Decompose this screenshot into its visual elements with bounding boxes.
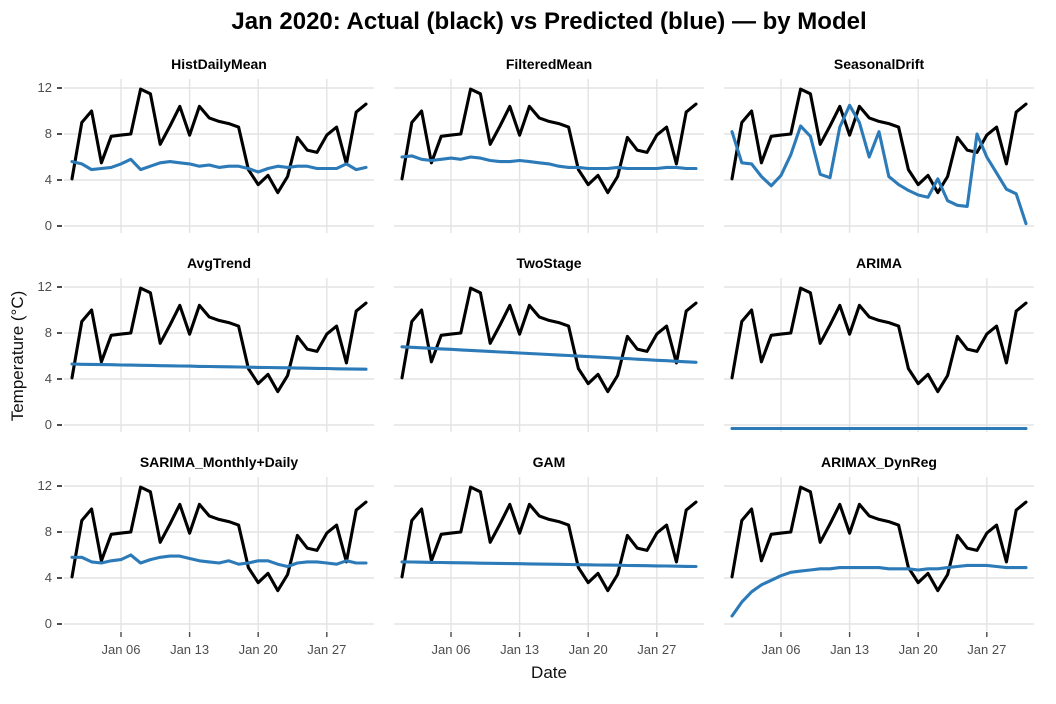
facet-chart <box>64 79 374 233</box>
facet-title: HistDailyMean <box>171 56 267 72</box>
x-axis-cell: Jan 06 Jan 13 Jan 20 Jan 27 <box>724 642 1034 660</box>
chart-title: Jan 2020: Actual (black) vs Predicted (b… <box>231 8 867 35</box>
x-axis-title: Date <box>531 663 567 682</box>
y-tick-mark <box>57 332 62 334</box>
facet-panel: ARIMA <box>724 255 1034 441</box>
y-tick-label: 8 <box>44 524 52 539</box>
facet-title: ARIMAX_DynReg <box>821 454 937 470</box>
facet-panel: GAM <box>394 454 704 640</box>
actual-line <box>70 87 368 195</box>
x-tick-label: Jan 06 <box>101 642 141 657</box>
y-tick-label: 8 <box>44 325 52 340</box>
facet-chart <box>64 477 374 637</box>
facet-row: 12 8 4 0 AvgTrend TwoStage ARIMA <box>20 255 1034 441</box>
x-axis-cell: Jan 06 Jan 13 Jan 20 Jan 27 <box>64 642 374 660</box>
y-tick-label: 8 <box>44 126 52 141</box>
facet-chart <box>394 79 704 233</box>
x-axis: Jan 06 Jan 13 Jan 20 Jan 27 Jan 06 Jan 13 Jan … <box>64 642 1034 660</box>
facet-row: 12 8 4 0 SARIMA_Monthly+Daily GAM ARIMAX_DynRe… <box>20 454 1034 640</box>
actual-line <box>70 485 368 593</box>
facet-title: AvgTrend <box>186 255 252 271</box>
predicted-line <box>730 103 1028 226</box>
x-tick-label: Jan 13 <box>500 642 540 657</box>
x-tick-label: Jan 27 <box>967 642 1007 657</box>
predicted-line <box>70 553 368 569</box>
facet-chart <box>724 278 1034 432</box>
x-tick-label: Jan 06 <box>761 642 801 657</box>
facet-grid: 12 8 4 0 HistDailyMean FilteredMean SeasonalDr… <box>20 56 1034 653</box>
predicted-line <box>400 154 698 171</box>
y-tick-label: 0 <box>44 616 52 631</box>
facet-panel: AvgTrend <box>64 255 374 441</box>
x-tick-label: Jan 20 <box>238 642 278 657</box>
facet-title: ARIMA <box>856 255 902 271</box>
y-tick-label: 4 <box>44 172 52 187</box>
y-tick-mark <box>57 378 62 380</box>
predicted-line <box>730 563 1028 618</box>
x-tick-label: Jan 27 <box>307 642 347 657</box>
facet-title: SARIMA_Monthly+Daily <box>139 454 299 470</box>
y-tick-mark <box>57 133 62 135</box>
y-tick-mark <box>57 424 62 426</box>
y-axis-labels: 12 8 4 0 <box>20 454 64 640</box>
facet-title: FilteredMean <box>505 56 593 72</box>
y-tick-mark <box>57 87 62 89</box>
facet-row: 12 8 4 0 HistDailyMean FilteredMean SeasonalDr… <box>20 56 1034 242</box>
y-tick-mark <box>57 286 62 288</box>
y-axis-labels: 12 8 4 0 <box>20 56 64 242</box>
actual-line <box>400 485 698 593</box>
y-tick-label: 12 <box>37 478 52 493</box>
facet-chart <box>394 278 704 432</box>
y-tick-mark <box>57 623 62 625</box>
y-tick-label: 4 <box>44 570 52 585</box>
predicted-line <box>400 560 698 569</box>
facet-panel: SARIMA_Monthly+Daily <box>64 454 374 640</box>
actual-line <box>400 87 698 195</box>
x-tick-label: Jan 20 <box>898 642 938 657</box>
actual-line <box>730 87 1028 195</box>
y-tick-mark <box>57 577 62 579</box>
y-tick-label: 12 <box>37 279 52 294</box>
facet-panel: ARIMAX_DynReg <box>724 454 1034 640</box>
facet-panel: SeasonalDrift <box>724 56 1034 242</box>
y-tick-mark <box>57 225 62 227</box>
y-tick-label: 0 <box>44 218 52 233</box>
y-axis-labels: 12 8 4 0 <box>20 255 64 441</box>
actual-line <box>70 286 368 394</box>
facet-title: TwoStage <box>516 255 582 271</box>
x-tick-label: Jan 20 <box>568 642 608 657</box>
y-tick-label: 12 <box>37 80 52 95</box>
y-tick-mark <box>57 179 62 181</box>
x-axis-cell: Jan 06 Jan 13 Jan 20 Jan 27 <box>394 642 704 660</box>
facet-chart <box>724 477 1034 637</box>
facet-title: GAM <box>532 454 566 470</box>
facet-title: SeasonalDrift <box>833 56 925 72</box>
actual-line <box>400 286 698 394</box>
facet-chart <box>724 79 1034 233</box>
y-tick-mark <box>57 485 62 487</box>
x-tick-label: Jan 13 <box>170 642 210 657</box>
facet-panel: FilteredMean <box>394 56 704 242</box>
x-tick-label: Jan 13 <box>830 642 870 657</box>
facet-chart <box>394 477 704 637</box>
x-tick-label: Jan 06 <box>431 642 471 657</box>
facet-panel: HistDailyMean <box>64 56 374 242</box>
actual-line <box>730 286 1028 394</box>
facet-chart <box>64 278 374 432</box>
predicted-line <box>400 345 698 364</box>
y-tick-label: 0 <box>44 417 52 432</box>
y-tick-label: 4 <box>44 371 52 386</box>
y-tick-mark <box>57 531 62 533</box>
predicted-line <box>70 362 368 371</box>
x-tick-label: Jan 27 <box>637 642 677 657</box>
predicted-line <box>70 157 368 174</box>
facet-panel: TwoStage <box>394 255 704 441</box>
actual-line <box>730 485 1028 593</box>
